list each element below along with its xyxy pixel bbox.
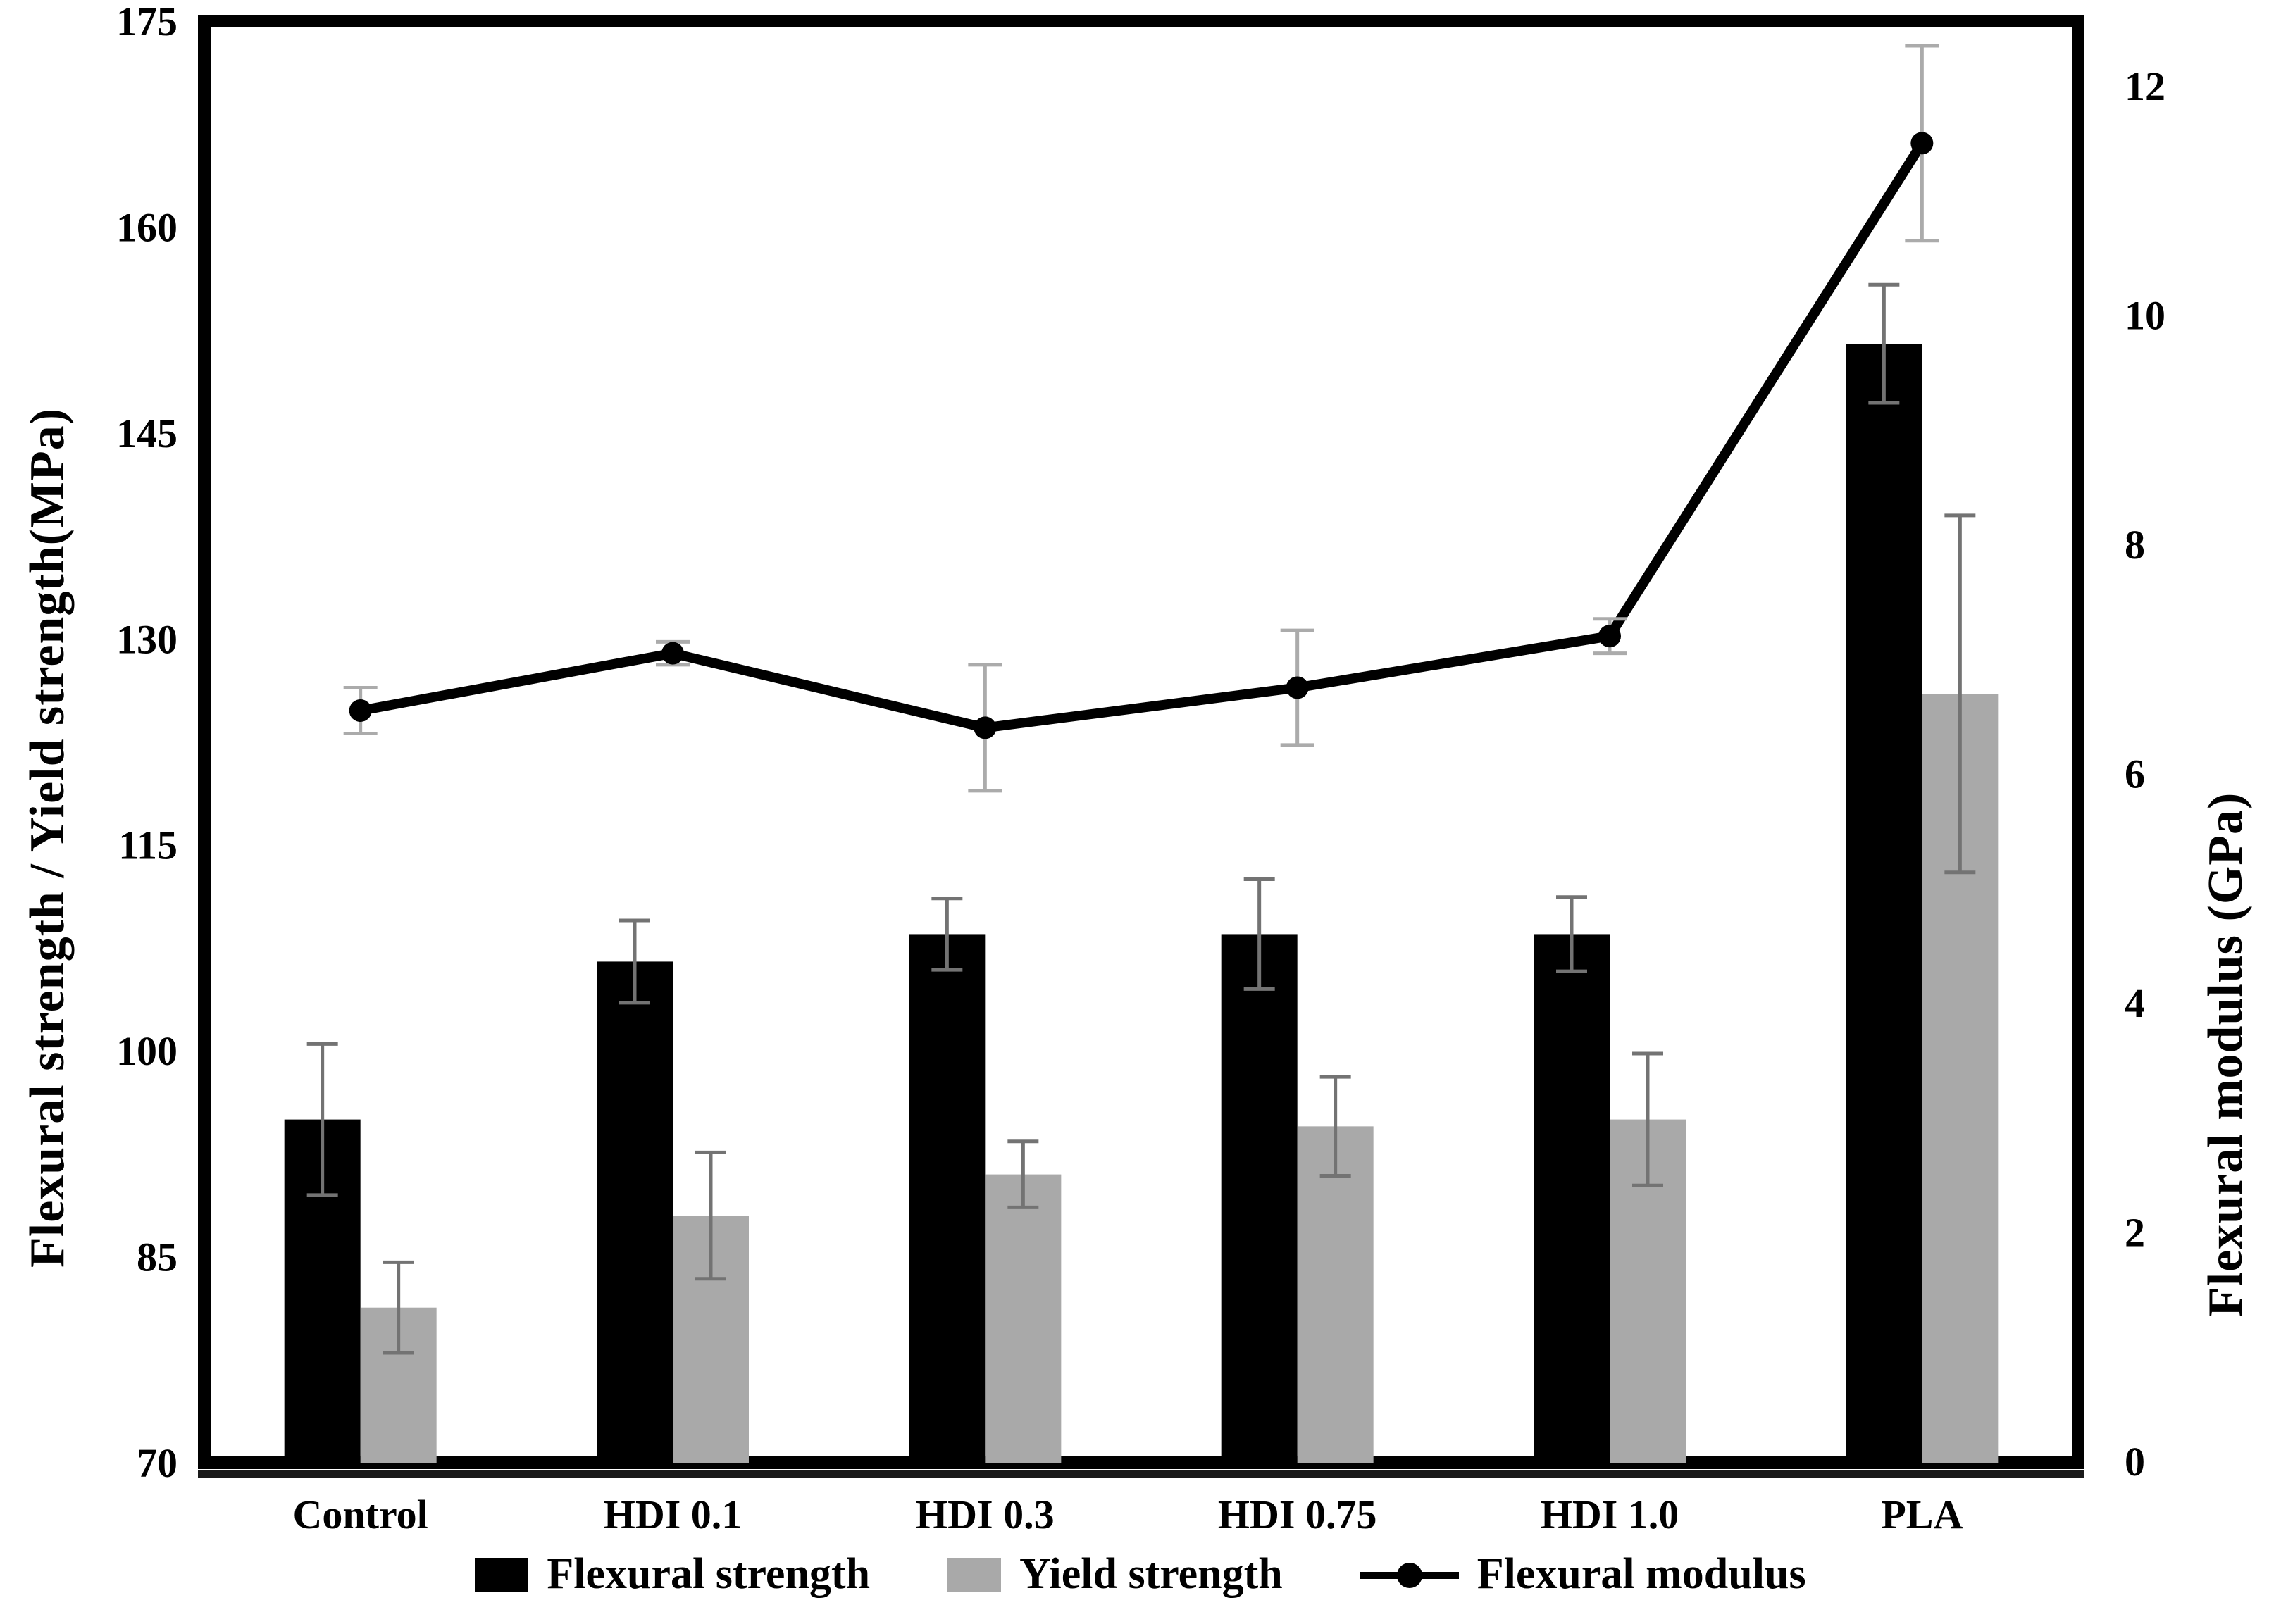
flexural-modulus-point: [349, 699, 372, 722]
legend-item-yield-strength: Yield strength: [947, 1549, 1283, 1599]
y-left-tick-label: 100: [116, 1028, 178, 1074]
y-right-tick-label: 8: [2125, 522, 2145, 568]
y-right-tick-label: 2: [2125, 1210, 2145, 1256]
x-tick-label: HDI 0.75: [1218, 1492, 1377, 1537]
legend-label: Flexural modulus: [1477, 1550, 1806, 1598]
y-right-tick-label: 6: [2125, 751, 2145, 797]
x-tick-label: PLA: [1881, 1492, 1963, 1537]
flexural-modulus-point: [1286, 676, 1309, 699]
y-left-tick-label: 160: [116, 204, 178, 250]
legend-item-flexural-strength: Flexural strength: [475, 1549, 870, 1599]
flexural-strength-swatch-icon: [475, 1557, 529, 1592]
bar-flexural-strength: [597, 961, 673, 1463]
bar-flexural-strength: [1534, 934, 1610, 1463]
flexural-modulus-line: [359, 140, 1927, 733]
flexural-modulus-point: [1598, 625, 1621, 648]
legend: Flexural strength Yield strength Flexura…: [0, 1549, 2281, 1599]
bar-yield-strength: [985, 1174, 1062, 1463]
x-tick-label: Control: [293, 1492, 428, 1537]
y-right-tick-label: 0: [2125, 1439, 2145, 1485]
x-tick-label: HDI 0.3: [916, 1492, 1055, 1537]
y-left-tick-label: 130: [116, 616, 178, 662]
flexural-modulus-line-icon: [1360, 1558, 1459, 1592]
flexural-modulus-point: [974, 716, 997, 739]
legend-label: Yield strength: [1019, 1550, 1283, 1598]
plot-border: [198, 15, 2084, 1469]
y-right-tick-label: 12: [2125, 63, 2165, 109]
flexural-modulus-point: [661, 642, 684, 665]
y-left-tick-label: 70: [137, 1440, 178, 1486]
y-left-tick-label: 145: [116, 411, 178, 456]
y-right-tick-label: 4: [2125, 980, 2145, 1026]
bar-yield-strength: [1297, 1126, 1374, 1463]
right-axis-title: Flexural modulus (GPa): [2199, 792, 2253, 1317]
y-right-tick-label: 10: [2125, 293, 2165, 339]
bar-flexural-strength: [909, 934, 986, 1463]
y-left-tick-label: 85: [137, 1235, 178, 1280]
bar-flexural-strength: [1846, 344, 1922, 1463]
y-left-tick-label: 115: [118, 823, 178, 868]
legend-label: Flexural strength: [547, 1550, 871, 1598]
left-axis-title: Flexural strength / Yield strength(MPa): [20, 407, 75, 1268]
yield-strength-swatch-icon: [947, 1557, 1002, 1592]
bar-flexural-strength: [1221, 934, 1298, 1463]
y-left-tick-label: 175: [116, 0, 178, 44]
legend-item-flexural-modulus: Flexural modulus: [1360, 1549, 1806, 1599]
x-tick-label: HDI 1.0: [1541, 1492, 1679, 1537]
x-tick-label: HDI 0.1: [604, 1492, 742, 1537]
flexural-modulus-point: [1910, 132, 1934, 155]
